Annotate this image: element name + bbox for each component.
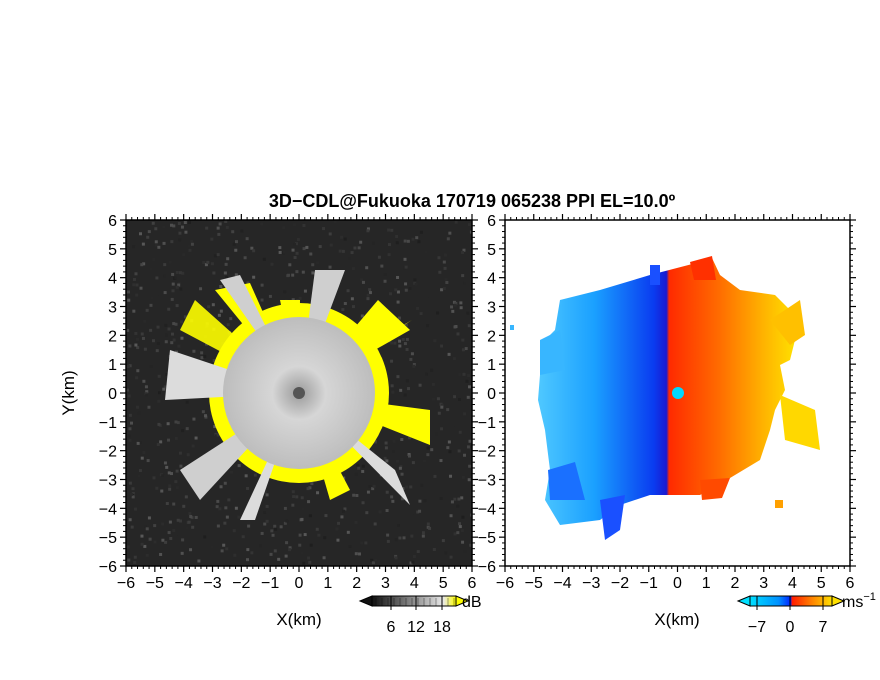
x-tick-label: 5: [817, 575, 826, 592]
x-tick-label: 6: [468, 575, 477, 592]
x-tick-label: −6: [496, 575, 514, 592]
x-tick-label: 1: [702, 575, 711, 592]
right-colorbar: ms−1 −7 0 7: [736, 591, 876, 636]
right-colorbar-tick-1: 0: [786, 619, 795, 636]
x-tick-label: 2: [352, 575, 361, 592]
left-center-blank: [293, 387, 305, 399]
y-tick-label: 5: [487, 242, 496, 259]
left-xlabel: X(km): [276, 610, 321, 629]
y-tick-label: −1: [99, 415, 117, 432]
y-tick-label: −5: [478, 530, 496, 547]
right-colorbar-unit: ms−1: [842, 591, 876, 611]
right-axis-ticks: −6 −5 −4 −3 −2 −1 0 1 2 3 4 5 6 −6 −5 −4 −3 −2 −1 0 1 2 3 4 5 6: [478, 213, 856, 592]
x-tick-label: −3: [203, 575, 221, 592]
y-tick-label: −6: [99, 559, 117, 576]
right-xlabel: X(km): [654, 610, 699, 629]
y-tick-label: −4: [99, 501, 117, 518]
y-tick-label: −2: [478, 444, 496, 461]
x-tick-label: 2: [731, 575, 740, 592]
right-colorbar-tick-2: 7: [819, 619, 828, 636]
y-tick-label: −5: [99, 530, 117, 547]
y-tick-label: −6: [478, 559, 496, 576]
y-tick-label: 4: [108, 271, 117, 288]
y-tick-label: 0: [108, 386, 117, 403]
y-tick-label: −3: [99, 473, 117, 490]
left-ylabel: Y(km): [59, 370, 78, 415]
x-tick-label: 6: [846, 575, 855, 592]
y-tick-label: −1: [478, 415, 496, 432]
x-tick-label: −5: [525, 575, 543, 592]
y-tick-label: −2: [99, 444, 117, 461]
left-axis-ticks: −6 −5 −4 −3 −2 −1 0 1 2 3 4 5 6 −6 −5 −4 −3 −2 −1 0 1 2 3 4 5 6: [99, 213, 478, 592]
x-tick-label: 5: [439, 575, 448, 592]
figure-title: 3D−CDL@Fukuoka 170719 065238 PPI EL=10.0…: [269, 191, 676, 211]
right-velocity-field: [510, 256, 820, 540]
y-tick-label: 1: [487, 357, 496, 374]
x-tick-label: 0: [295, 575, 304, 592]
x-tick-label: −5: [146, 575, 164, 592]
y-tick-label: −3: [478, 473, 496, 490]
x-tick-label: 3: [759, 575, 768, 592]
left-colorbar: dB 6 12 18: [358, 594, 482, 636]
x-tick-label: −3: [582, 575, 600, 592]
left-colorbar-unit: dB: [462, 594, 482, 611]
left-colorbar-tick-1: 12: [407, 619, 425, 636]
x-tick-label: −2: [611, 575, 629, 592]
y-tick-label: −4: [478, 501, 496, 518]
y-tick-label: 6: [108, 213, 117, 230]
y-tick-label: 6: [487, 213, 496, 230]
right-center-marker: [672, 387, 684, 399]
y-tick-label: 3: [108, 300, 117, 317]
x-tick-label: −2: [232, 575, 250, 592]
x-tick-label: 0: [673, 575, 682, 592]
right-colorbar-tick-0: −7: [748, 619, 766, 636]
left-colorbar-tick-2: 18: [433, 619, 451, 636]
x-tick-label: 3: [381, 575, 390, 592]
x-tick-label: 4: [788, 575, 797, 592]
x-tick-label: −4: [175, 575, 193, 592]
y-tick-label: 5: [108, 242, 117, 259]
x-tick-label: −1: [640, 575, 658, 592]
x-tick-label: −6: [117, 575, 135, 592]
right-panel: −6 −5 −4 −3 −2 −1 0 1 2 3 4 5 6 −6 −5 −4 −3 −2 −1 0 1 2 3 4 5 6 X…: [478, 213, 876, 636]
y-tick-label: 4: [487, 271, 496, 288]
y-tick-label: 0: [487, 386, 496, 403]
y-tick-label: 2: [487, 328, 496, 345]
x-tick-label: −4: [553, 575, 571, 592]
x-tick-label: −1: [261, 575, 279, 592]
y-tick-label: 1: [108, 357, 117, 374]
left-colorbar-tick-0: 6: [387, 619, 396, 636]
x-tick-label: 1: [323, 575, 332, 592]
x-tick-label: 4: [410, 575, 419, 592]
y-tick-label: 3: [487, 300, 496, 317]
y-tick-label: 2: [108, 328, 117, 345]
